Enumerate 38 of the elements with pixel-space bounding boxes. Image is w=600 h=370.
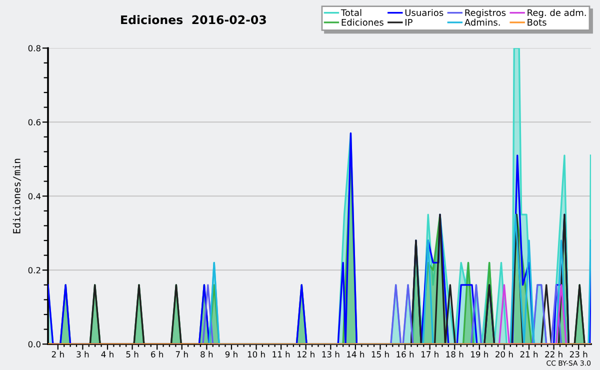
y-tick-label: 0.2 bbox=[28, 267, 40, 274]
y-tick-label: 0.8 bbox=[28, 45, 40, 52]
x-tick-label: 8 h bbox=[200, 351, 213, 358]
x-tick-label: 14 h bbox=[347, 351, 364, 358]
x-tick-label: 12 h bbox=[298, 351, 314, 358]
legend-label: Ediciones bbox=[342, 18, 384, 26]
x-tick-label: 22 h bbox=[545, 351, 562, 358]
x-tick-label: 15 h bbox=[372, 351, 389, 358]
x-tick-label: 5 h bbox=[126, 351, 138, 358]
legend-label: Reg. de adm. bbox=[528, 9, 586, 18]
x-tick-label: 2 h bbox=[52, 351, 64, 358]
legend-label: Usuarios bbox=[405, 9, 444, 16]
x-tick-label: 23 h bbox=[570, 351, 588, 358]
x-tick-label: 19 h bbox=[471, 351, 488, 358]
x-tick-label: 10 h bbox=[248, 351, 265, 358]
x-tick-label: 6 h bbox=[151, 351, 164, 358]
x-tick-label: 17 h bbox=[421, 351, 438, 358]
legend-label: Bots bbox=[528, 18, 546, 26]
chart-title: Ediciones 2016-02-03 bbox=[121, 15, 266, 24]
legend-label: IP bbox=[406, 18, 412, 26]
legend-label: Registros bbox=[465, 9, 506, 18]
y-tick-label: 0.0 bbox=[28, 341, 40, 348]
y-tick-label: 0.4 bbox=[28, 193, 41, 200]
x-tick-label: 9 h bbox=[225, 351, 238, 358]
x-tick-label: 18 h bbox=[446, 351, 464, 358]
y-axis-title: Ediciones/min bbox=[12, 158, 22, 234]
x-tick-label: 3 h bbox=[76, 351, 89, 358]
y-tick-label: 0.6 bbox=[28, 119, 41, 126]
legend-label: Admins. bbox=[464, 18, 500, 26]
line-series bbox=[89, 214, 586, 344]
x-tick-label: 20 h bbox=[496, 351, 513, 358]
x-tick-label: 7 h bbox=[176, 351, 188, 358]
x-tick-label: 11 h bbox=[272, 351, 290, 358]
x-tick-label: 16 h bbox=[396, 351, 414, 358]
x-tick-label: 4 h bbox=[101, 351, 114, 358]
legend-label: Total bbox=[340, 9, 362, 16]
x-tick-label: 21 h bbox=[520, 351, 538, 358]
x-tick-label: 13 h bbox=[322, 351, 340, 358]
